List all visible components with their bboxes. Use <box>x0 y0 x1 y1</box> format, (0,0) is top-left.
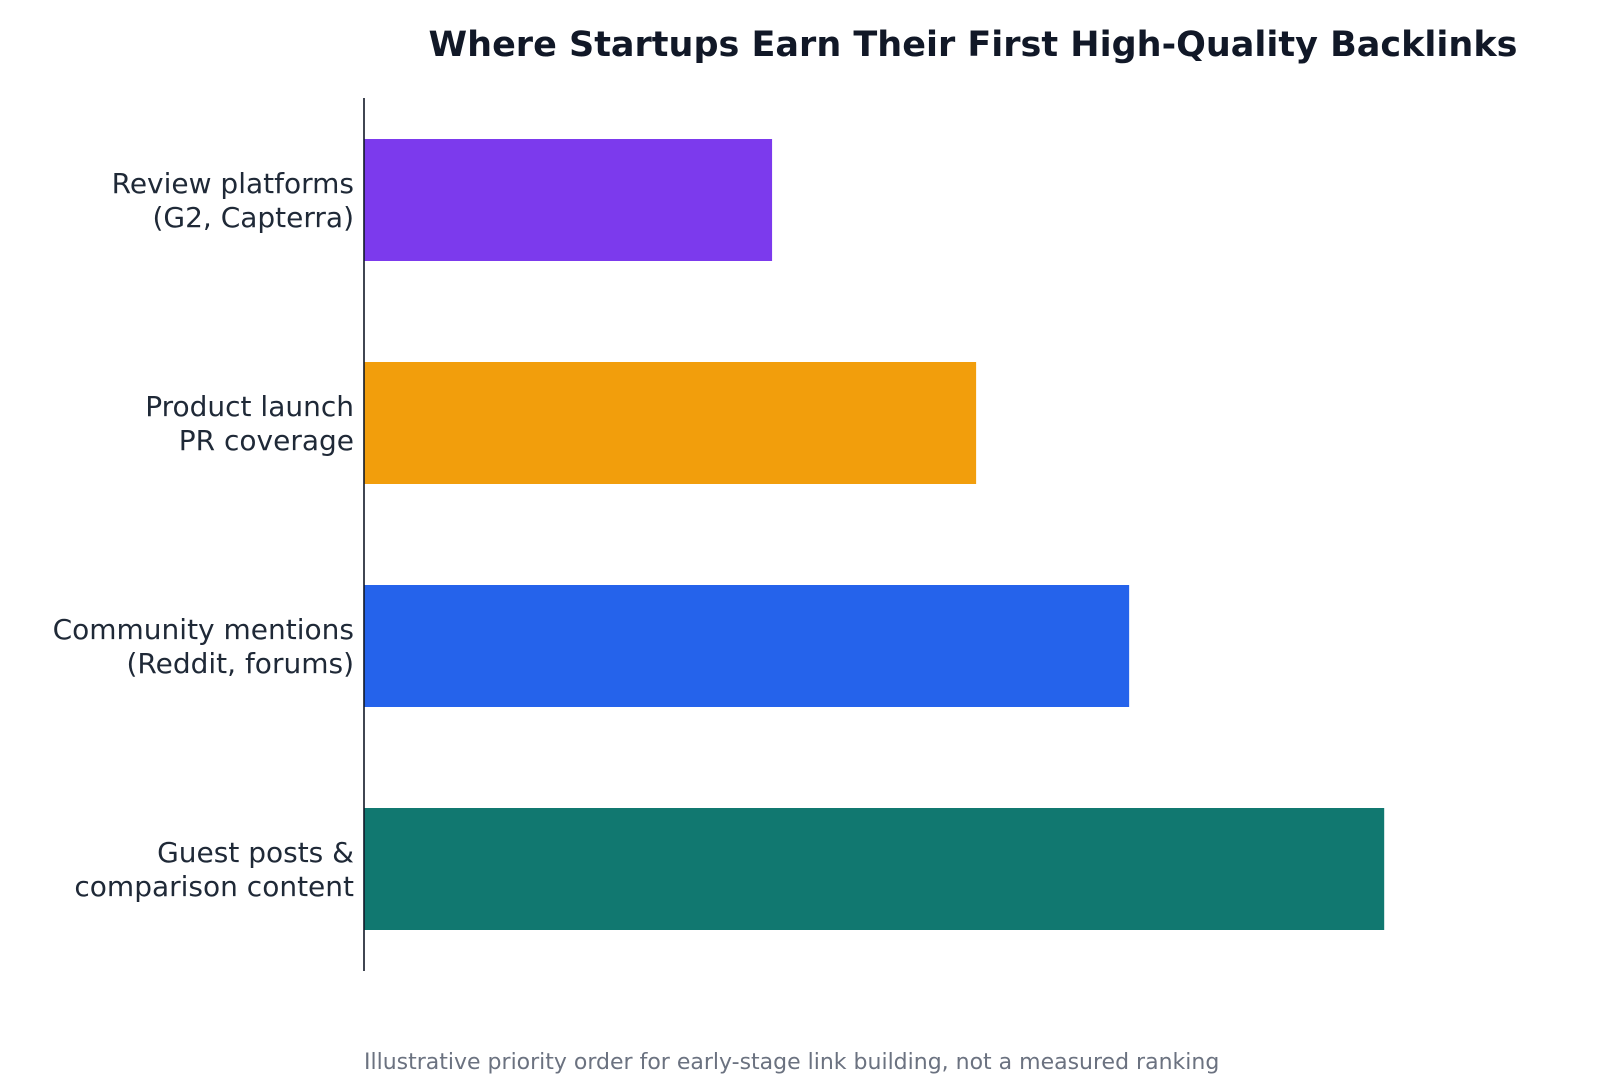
category-label-2-line-2: PR coverage <box>179 424 354 457</box>
bars-group <box>364 139 1385 930</box>
category-label-4: Guest posts & comparison content <box>74 836 354 903</box>
bar-2 <box>364 362 977 484</box>
bar-4 <box>364 808 1385 930</box>
category-label-3-line-1: Community mentions <box>53 613 354 646</box>
category-label-1-line-1: Review platforms <box>112 167 354 200</box>
category-label-3-line-2: (Reddit, forums) <box>127 647 355 680</box>
bar-1 <box>364 139 773 261</box>
category-label-1-line-2: (G2, Capterra) <box>152 201 354 234</box>
chart-title: Where Startups Earn Their First High-Qua… <box>429 25 1518 65</box>
category-label-4-line-1: Guest posts & <box>157 836 354 869</box>
chart-caption: Illustrative priority order for early-st… <box>364 1050 1219 1075</box>
category-label-2: Product launch PR coverage <box>145 390 354 457</box>
category-labels-group: Review platforms (G2, Capterra) Product la… <box>53 167 354 903</box>
category-label-1: Review platforms (G2, Capterra) <box>112 167 354 234</box>
category-label-2-line-1: Product launch <box>145 390 354 423</box>
category-label-3: Community mentions (Reddit, forums) <box>53 613 354 680</box>
bar-3 <box>364 585 1130 707</box>
category-label-4-line-2: comparison content <box>74 870 354 903</box>
